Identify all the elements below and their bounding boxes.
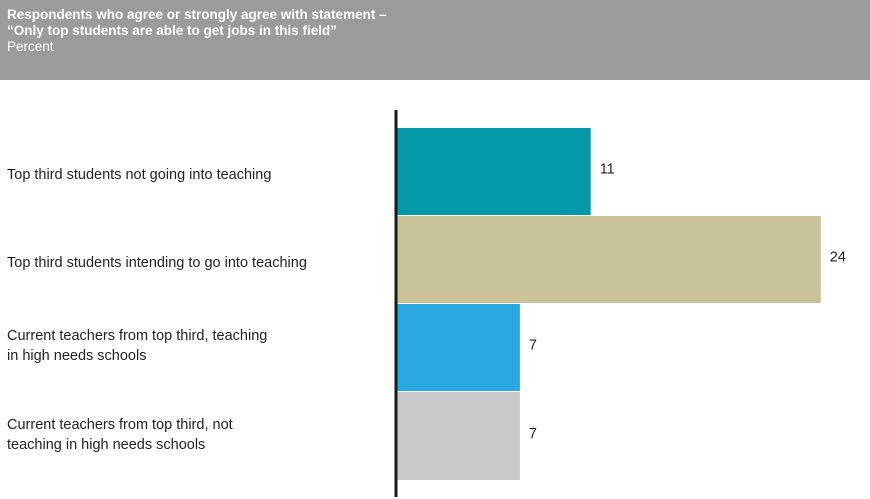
bar-4 [396, 392, 520, 480]
bar-value-label-4: 7 [529, 426, 537, 442]
chart-title-line-1: Respondents who agree or strongly agree … [7, 7, 387, 22]
category-label-3-line-1: Current teachers from top third, teachin… [7, 328, 268, 344]
bar-1 [396, 128, 591, 215]
bar-3 [396, 304, 520, 391]
chart-title-line-2: “Only top students are able to get jobs … [7, 23, 338, 38]
category-label-1-line-1: Top third students not going into teachi… [7, 167, 272, 183]
chart-subtitle: Percent [7, 39, 54, 54]
bars-group: 11 24 7 7 [396, 128, 846, 480]
category-label-2-line-1: Top third students intending to go into … [7, 255, 307, 271]
bar-2 [396, 216, 821, 303]
category-label-2: Top third students intending to go into … [7, 253, 387, 273]
category-label-4: Current teachers from top third, not tea… [7, 415, 387, 455]
bar-value-label-1: 11 [600, 162, 615, 178]
category-label-1: Top third students not going into teachi… [7, 165, 387, 185]
category-label-4-line-2: teaching in high needs schools [7, 437, 206, 453]
bar-value-label-3: 7 [529, 338, 537, 354]
category-label-3: Current teachers from top third, teachin… [7, 326, 387, 366]
bar-value-label-2: 24 [830, 250, 846, 266]
chart-header: Respondents who agree or strongly agree … [0, 0, 870, 80]
category-label-4-line-1: Current teachers from top third, not [7, 417, 233, 433]
category-label-3-line-2: in high needs schools [7, 348, 147, 364]
